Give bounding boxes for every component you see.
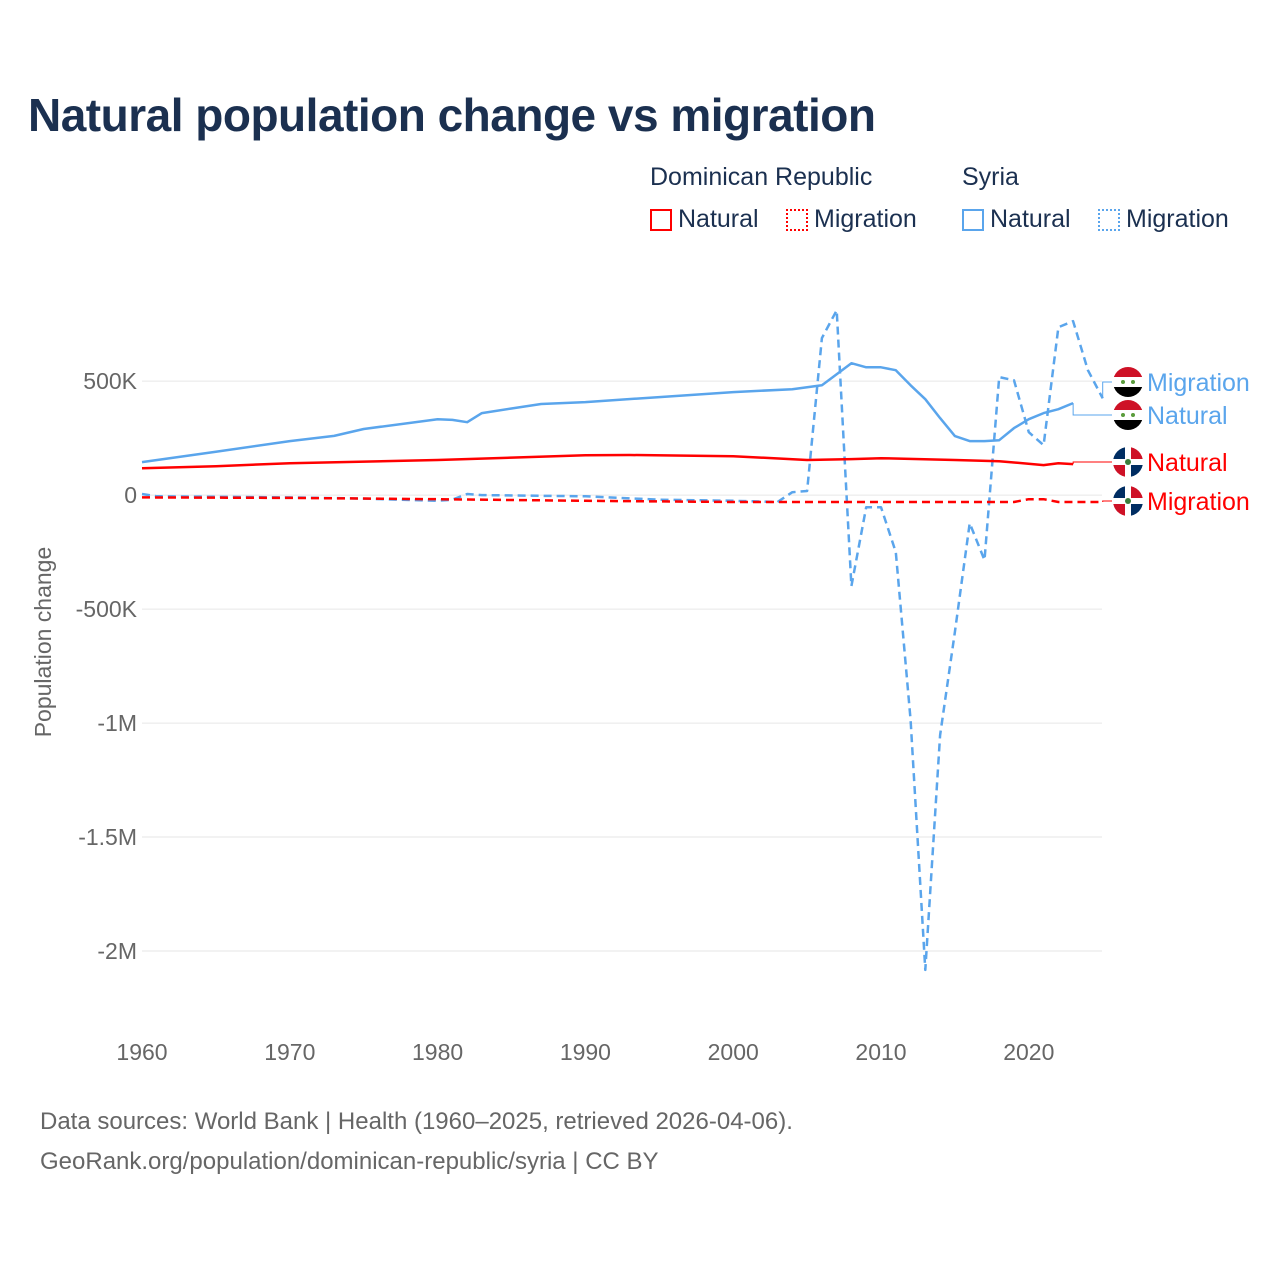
- syria-flag-icon: [1113, 400, 1143, 430]
- label-connector: [1072, 403, 1112, 416]
- q: [1131, 504, 1143, 516]
- legend-syria-natural[interactable]: Natural: [962, 205, 1071, 234]
- label-connector: [1102, 500, 1112, 502]
- stripe: [1113, 410, 1143, 420]
- q: [1113, 486, 1125, 498]
- star: [1131, 413, 1135, 417]
- series-line-dominican-republic-natural: [141, 453, 1074, 470]
- legend-label: Migration: [814, 205, 917, 233]
- y-tick-label: 500K: [83, 368, 137, 394]
- legend-swatch: [962, 208, 984, 231]
- y-tick-label: -1M: [97, 710, 137, 736]
- x-tick-label: 1960: [116, 1039, 167, 1065]
- q: [1131, 486, 1143, 498]
- emblem: [1125, 459, 1131, 465]
- star: [1121, 413, 1125, 417]
- series-end-label: Migration: [1147, 369, 1250, 397]
- y-tick-label: 0: [124, 482, 137, 508]
- legend-group-dr: Dominican Republic: [650, 163, 873, 191]
- q: [1131, 465, 1143, 477]
- q: [1113, 447, 1125, 459]
- stripe: [1113, 387, 1143, 397]
- y-axis-label: Population change: [30, 547, 56, 738]
- x-tick-label: 2010: [855, 1039, 906, 1065]
- legend-swatch: [650, 208, 672, 231]
- series-line-syria-natural: [141, 361, 1074, 464]
- x-tick-label: 2020: [1003, 1039, 1054, 1065]
- legend-group-syria: Syria: [962, 163, 1019, 191]
- legend-dr-migration[interactable]: Migration: [786, 205, 917, 234]
- legend-label: Natural: [678, 205, 759, 233]
- syria-flag-icon: [1113, 367, 1143, 397]
- stripe: [1113, 400, 1143, 410]
- stripe: [1113, 367, 1143, 377]
- q: [1113, 465, 1125, 477]
- legend-dr-natural[interactable]: Natural: [650, 205, 759, 234]
- label-connector: [1072, 461, 1112, 465]
- series-end-label: Natural: [1147, 402, 1228, 430]
- label-connector: [1102, 381, 1112, 399]
- legend-label: Migration: [1126, 205, 1229, 233]
- stripe: [1113, 420, 1143, 430]
- x-tick-label: 1970: [264, 1039, 315, 1065]
- series-end-label: Natural: [1147, 449, 1228, 477]
- y-tick-label: -2M: [97, 938, 137, 964]
- chart-title: Natural population change vs migration: [28, 89, 876, 141]
- series-end-label: Migration: [1147, 488, 1250, 516]
- x-tick-label: 2000: [708, 1039, 759, 1065]
- dominican-republic-flag-icon: [1113, 447, 1143, 477]
- emblem: [1125, 498, 1131, 504]
- x-tick-label: 1980: [412, 1039, 463, 1065]
- x-tick-label: 1990: [560, 1039, 611, 1065]
- star: [1121, 380, 1125, 384]
- dominican-republic-flag-icon: [1113, 486, 1143, 516]
- footer-url[interactable]: GeoRank.org/population/dominican-republi…: [40, 1148, 659, 1175]
- legend-syria-migration[interactable]: Migration: [1098, 205, 1229, 234]
- star: [1131, 380, 1135, 384]
- y-tick-label: -1.5M: [78, 824, 137, 850]
- legend-swatch: [1098, 208, 1120, 231]
- q: [1131, 447, 1143, 459]
- y-tick-label: -500K: [76, 596, 138, 622]
- series-line-syria-migration: [141, 309, 1104, 972]
- stripe: [1113, 377, 1143, 387]
- legend-swatch: [786, 208, 808, 231]
- q: [1113, 504, 1125, 516]
- legend-label: Natural: [990, 205, 1071, 233]
- footer-sources: Data sources: World Bank | Health (1960–…: [40, 1108, 793, 1135]
